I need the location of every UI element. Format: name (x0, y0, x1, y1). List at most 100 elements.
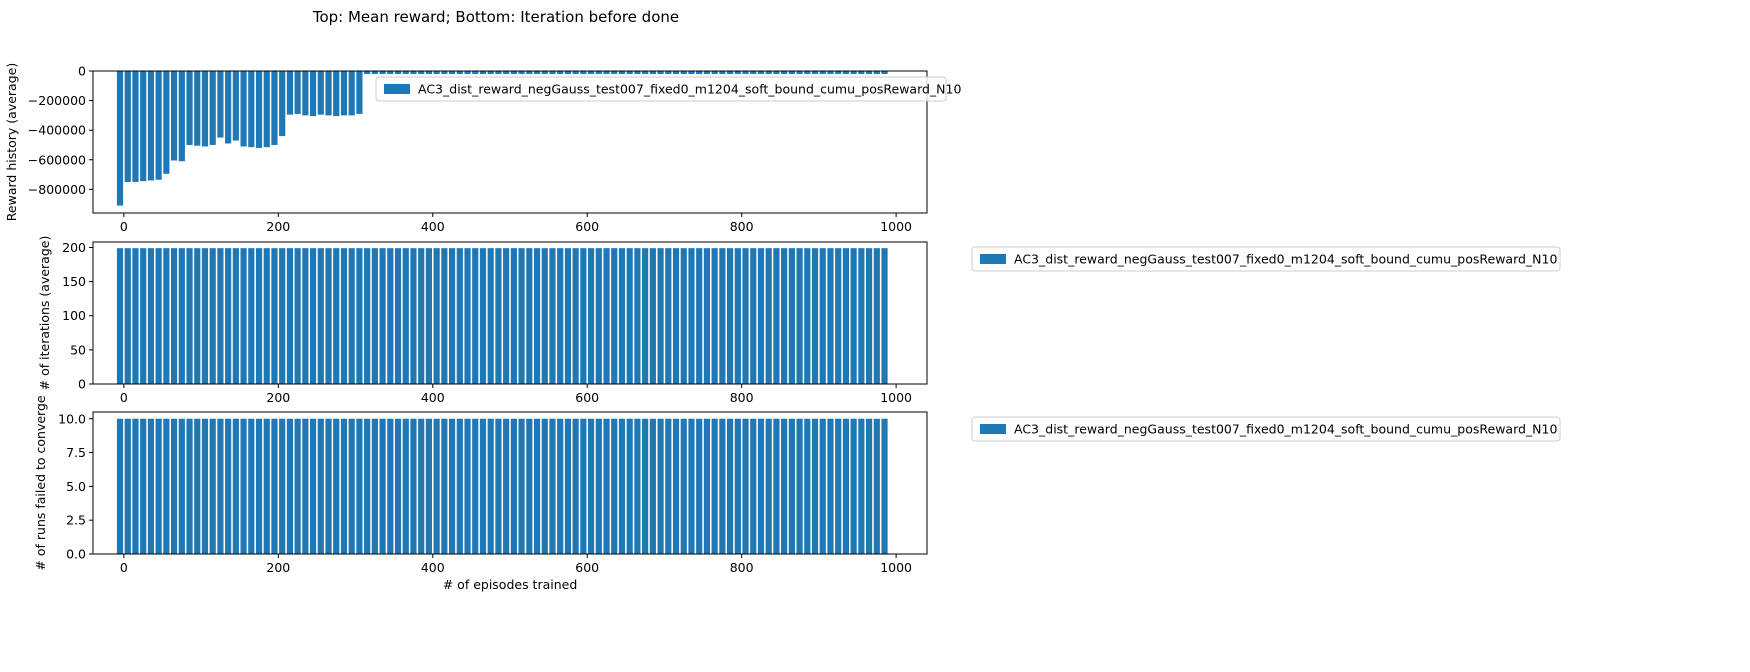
bar (418, 418, 425, 554)
y-tick-label: −200000 (28, 93, 86, 108)
bars (116, 71, 888, 206)
x-tick-label: 400 (421, 560, 445, 575)
bar (464, 418, 471, 554)
bar (456, 71, 463, 74)
bar (835, 248, 842, 384)
bar (124, 248, 131, 384)
bar (364, 248, 371, 384)
bar (286, 248, 294, 384)
bar (163, 418, 170, 554)
bar (572, 71, 579, 74)
bar (696, 71, 703, 74)
bar (796, 248, 803, 384)
bar (618, 418, 626, 554)
bar (410, 418, 417, 554)
bar (742, 418, 749, 554)
bar (294, 418, 301, 554)
legend-swatch (980, 254, 1006, 264)
bar (765, 248, 772, 384)
bar (819, 248, 826, 384)
bar (665, 248, 672, 384)
x-tick-label: 0 (120, 560, 128, 575)
bar (433, 71, 440, 74)
legend-swatch (980, 424, 1006, 434)
bar (448, 418, 456, 554)
figure-suptitle: Top: Mean reward; Bottom: Iteration befo… (312, 8, 679, 26)
bar (719, 418, 726, 554)
bar (487, 248, 494, 384)
bar (279, 418, 286, 554)
bar (587, 418, 595, 554)
bar (503, 71, 510, 74)
bar (765, 418, 772, 554)
bar (479, 71, 487, 74)
bars (116, 418, 888, 554)
bar (147, 418, 155, 554)
bar (788, 418, 795, 554)
bar (657, 248, 664, 384)
bar (634, 248, 641, 384)
bar (294, 71, 301, 114)
bar (819, 71, 826, 74)
bar (340, 248, 348, 384)
bar (418, 248, 425, 384)
bar (618, 71, 626, 74)
bar (472, 418, 479, 554)
bar (116, 248, 124, 384)
x-tick-label: 1000 (880, 560, 912, 575)
bar (734, 418, 741, 554)
x-tick-label: 0 (120, 219, 128, 234)
bar (804, 418, 811, 554)
x-tick-label: 200 (266, 219, 290, 234)
bar (680, 71, 687, 74)
x-tick-label: 200 (266, 390, 290, 405)
bar (541, 248, 548, 384)
bar (603, 71, 610, 74)
bar (225, 418, 232, 554)
bar (201, 418, 209, 554)
bar (773, 418, 780, 554)
bar (611, 71, 618, 74)
bar (116, 418, 124, 554)
bar (672, 418, 680, 554)
bar (472, 71, 479, 74)
legend-label: AC3_dist_reward_negGauss_test007_fixed0_… (418, 82, 961, 97)
bar (271, 418, 278, 554)
legend-frame (375, 76, 947, 102)
bar (333, 418, 340, 554)
bar (194, 248, 201, 384)
x-tick-label: 400 (421, 390, 445, 405)
bar (580, 71, 587, 74)
bar (618, 248, 626, 384)
bar (348, 418, 355, 554)
bar (456, 418, 463, 554)
bar (510, 418, 517, 554)
bar (132, 418, 139, 554)
bar (796, 418, 803, 554)
bar (533, 248, 541, 384)
bar (487, 418, 494, 554)
bar (402, 71, 409, 74)
bar (487, 71, 494, 74)
bar (170, 71, 178, 161)
x-tick-label: 1000 (880, 390, 912, 405)
bar (495, 248, 502, 384)
bar (711, 248, 718, 384)
bar (178, 418, 185, 554)
bar (364, 418, 371, 554)
bar (155, 248, 162, 384)
bar (649, 71, 656, 74)
bar (495, 418, 502, 554)
bar (557, 248, 564, 384)
x-tick-label: 600 (575, 219, 599, 234)
bar (387, 248, 394, 384)
bar (441, 418, 448, 554)
bar (526, 71, 533, 74)
bar (750, 248, 757, 384)
bar (827, 248, 834, 384)
bar (804, 248, 811, 384)
bar (587, 71, 595, 74)
bar (672, 71, 680, 74)
y-axis-label: # of iterations (average) (37, 236, 52, 391)
